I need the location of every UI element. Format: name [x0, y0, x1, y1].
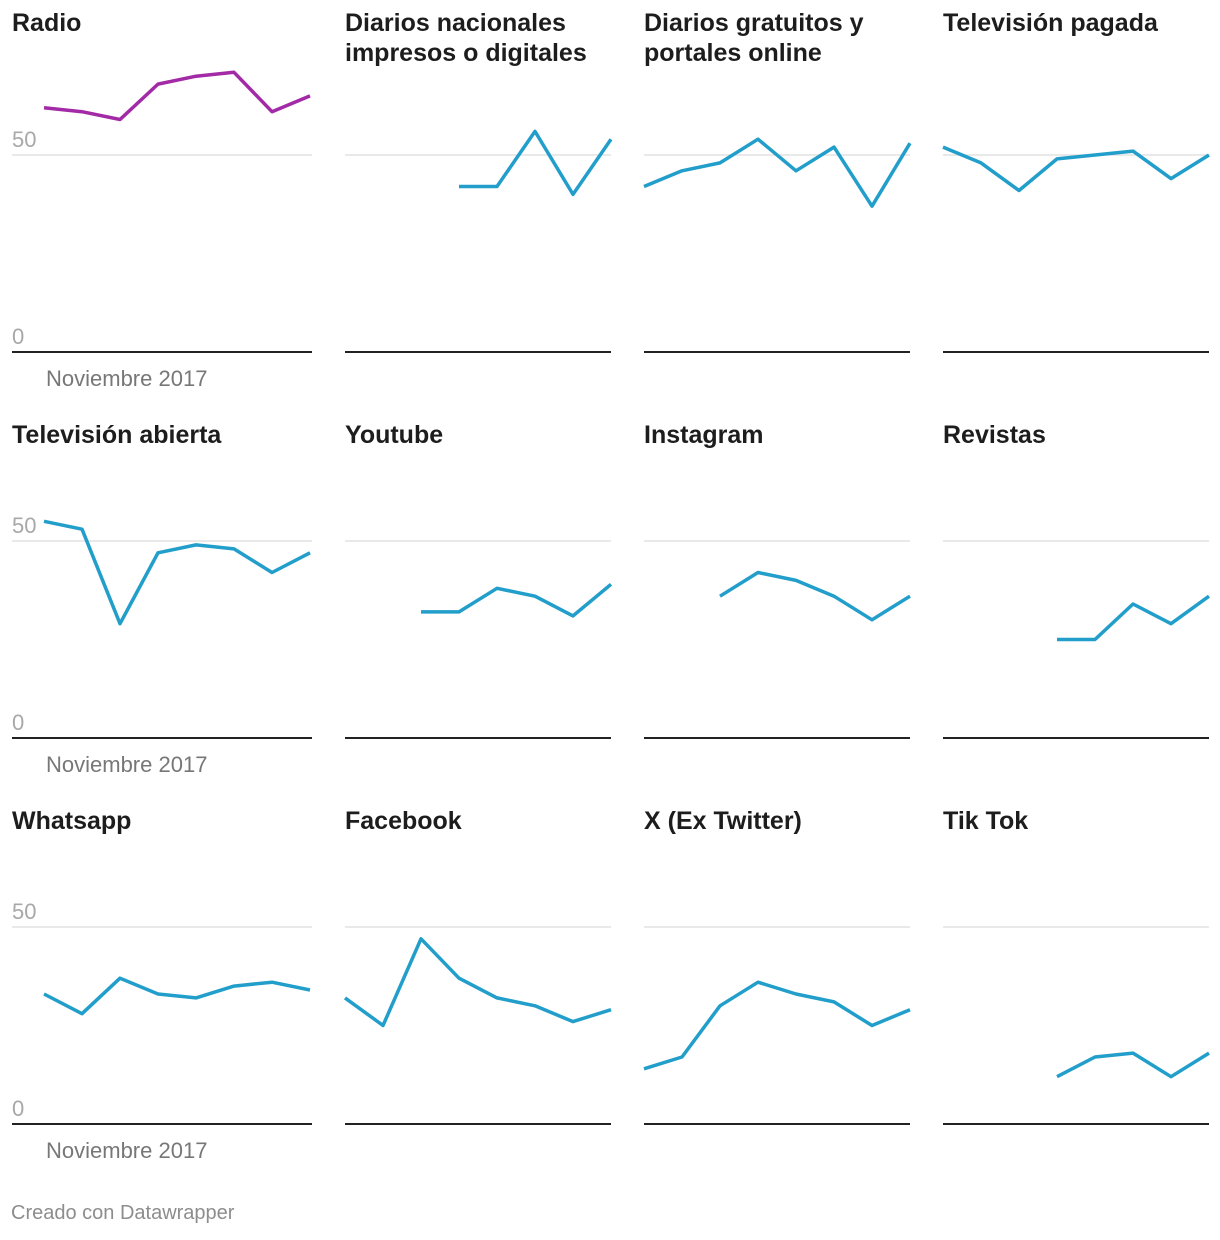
series-line [1056, 1051, 1210, 1079]
chart-panel-television-pagada: Televisión pagada [942, 0, 1210, 400]
chart-panel-youtube: Youtube [345, 412, 613, 812]
series-line [719, 570, 911, 622]
line-chart: 0 50 Noviembre 2017 [12, 513, 312, 777]
line-chart [345, 540, 613, 739]
chart-panel-radio: Radio 0 50 Noviembre 2017 [12, 0, 312, 400]
small-multiples-grid: Radio 0 50 Noviembre 2017 Diarios nacionales… [12, 0, 1211, 1198]
chart-panel-whatsapp: Whatsapp 0 50 Noviembre 2017 [12, 798, 312, 1198]
chart-panel-instagram: Instagram [644, 412, 911, 812]
line-chart [943, 926, 1210, 1125]
chart-panel-diarios-gratuitos-y-portales-online: Diarios gratuitos y portales online [643, 0, 912, 400]
chart-title: Whatsapp [12, 807, 132, 835]
chart-panel-tik-tok: Tik Tok [943, 798, 1210, 1198]
series-line [643, 980, 911, 1071]
credit-footer: Creado con Datawrapper [11, 1202, 235, 1224]
series-line [1057, 594, 1211, 642]
chart-panel-revistas: Revistas [943, 412, 1211, 812]
chart-title: Youtube [345, 421, 444, 449]
series-line [643, 137, 912, 208]
chart-title: X (Ex Twitter) [644, 807, 802, 835]
y-tick-label: 0 [12, 324, 24, 349]
x-axis-label: Noviembre 2017 [46, 366, 207, 391]
chart-panel-diarios-nacionales-impresos-o-digitales: Diarios nacionales impresos o digitales [345, 0, 613, 400]
chart-panel-television-abierta: Televisión abierta 0 50 Noviembre 2017 [12, 412, 312, 812]
series-line [942, 145, 1210, 193]
y-tick-label: 0 [12, 710, 24, 735]
chart-title: Tik Tok [943, 807, 1029, 835]
line-chart: 0 50 Noviembre 2017 [12, 899, 312, 1163]
line-chart [643, 926, 911, 1125]
line-chart [343, 926, 612, 1125]
series-line [43, 70, 311, 122]
line-chart [345, 129, 613, 353]
y-tick-label: 50 [12, 899, 36, 924]
chart-title: Televisión abierta [12, 421, 222, 449]
chart-title: Revistas [943, 421, 1046, 449]
chart-title: Radio [12, 9, 82, 37]
series-line [43, 976, 311, 1016]
series-line [343, 937, 612, 1028]
line-chart: 0 50 Noviembre 2017 [12, 70, 312, 391]
chart-title: Televisión pagada [943, 9, 1158, 37]
y-tick-label: 0 [12, 1096, 24, 1121]
series-line [421, 582, 613, 618]
line-chart [943, 540, 1211, 739]
line-chart [643, 137, 912, 353]
chart-title: Diarios nacionales impresos o digitales [345, 9, 587, 67]
chart-panel-x-ex-twitter: X (Ex Twitter) [643, 798, 911, 1198]
x-axis-label: Noviembre 2017 [46, 752, 207, 777]
line-chart [644, 540, 911, 739]
chart-title: Diarios gratuitos y portales online [644, 9, 864, 67]
line-chart [942, 145, 1210, 353]
x-axis-label: Noviembre 2017 [46, 1138, 207, 1163]
chart-panel-facebook: Facebook [343, 798, 612, 1198]
series-line [43, 519, 311, 626]
chart-title: Instagram [644, 421, 764, 449]
chart-title: Facebook [345, 807, 462, 835]
series-line [459, 129, 613, 197]
y-tick-label: 50 [12, 513, 36, 538]
y-tick-label: 50 [12, 127, 36, 152]
